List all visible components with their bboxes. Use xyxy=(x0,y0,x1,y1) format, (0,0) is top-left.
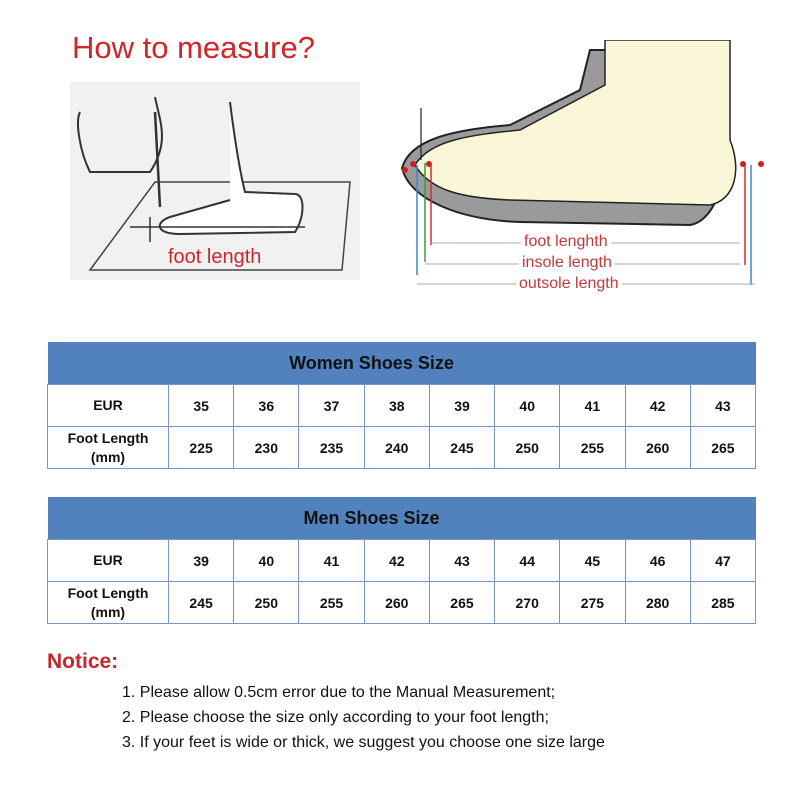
foot-length-label: foot length xyxy=(168,246,262,268)
table-cell: 44 xyxy=(494,539,561,582)
table-cell: 36 xyxy=(233,384,300,427)
table-cell: 38 xyxy=(363,384,430,427)
table-cell: 41 xyxy=(559,384,626,427)
row-label: EUR xyxy=(47,539,169,582)
notice-item: 1. Please allow 0.5cm error due to the M… xyxy=(122,684,556,701)
insole-length-label: insole length xyxy=(519,254,615,272)
table-cell: 240 xyxy=(363,426,430,469)
table-cell: 45 xyxy=(559,539,626,582)
table-row: Foot Length (mm) 225 230 235 240 245 250 255 260… xyxy=(47,426,757,469)
outsole-length-label: outsole length xyxy=(516,275,622,293)
table-cell: 260 xyxy=(363,581,430,624)
women-table-title: Women Shoes Size xyxy=(289,352,454,373)
foot-measure-illustration xyxy=(70,82,360,280)
table-cell: 250 xyxy=(233,581,300,624)
table-cell: 250 xyxy=(494,426,561,469)
table-cell: 39 xyxy=(428,384,496,427)
table-cell: 39 xyxy=(167,539,235,582)
table-cell: 285 xyxy=(689,581,757,624)
table-cell: 42 xyxy=(624,384,691,427)
table-cell: 43 xyxy=(428,539,496,582)
table-cell: 35 xyxy=(167,384,235,427)
table-cell: 280 xyxy=(624,581,691,624)
notice-item: 2. Please choose the size only according… xyxy=(122,709,549,726)
table-cell: 40 xyxy=(233,539,300,582)
shoe-diagram-icon xyxy=(400,39,764,285)
table-cell: 255 xyxy=(559,426,626,469)
table-cell: 255 xyxy=(298,581,365,624)
table-cell: 46 xyxy=(624,539,691,582)
table-cell: 40 xyxy=(494,384,561,427)
row-label: EUR xyxy=(47,384,169,427)
page-title: How to measure? xyxy=(72,30,315,65)
table-cell: 42 xyxy=(363,539,430,582)
table-cell: 270 xyxy=(494,581,561,624)
row-label: Foot Length (mm) xyxy=(47,426,169,469)
table-cell: 235 xyxy=(298,426,365,469)
notice-item: 3. If your feet is wide or thick, we sug… xyxy=(122,734,605,751)
table-cell: 41 xyxy=(298,539,365,582)
table-cell: 245 xyxy=(428,426,496,469)
row-label: Foot Length (mm) xyxy=(47,581,169,624)
men-table-title: Men Shoes Size xyxy=(303,507,440,528)
table-cell: 275 xyxy=(559,581,626,624)
women-size-table: Women Shoes Size EUR 35 36 37 38 39 40 41 42 43 F… xyxy=(47,342,757,469)
table-cell: 47 xyxy=(689,539,757,582)
table-cell: 37 xyxy=(298,384,365,427)
men-size-table: Men Shoes Size EUR 39 40 41 42 43 44 45 46 47 Foo… xyxy=(47,497,757,624)
table-cell: 225 xyxy=(167,426,235,469)
table-cell: 260 xyxy=(624,426,691,469)
table-cell: 230 xyxy=(233,426,300,469)
table-cell: 265 xyxy=(428,581,496,624)
foot-drawing-icon xyxy=(77,96,351,271)
foot-length-diagram-label: foot lenghth xyxy=(521,233,611,251)
table-row: Foot Length (mm) 245 250 255 260 265 270 275 280… xyxy=(47,581,757,624)
table-cell: 43 xyxy=(689,384,757,427)
table-row: EUR 39 40 41 42 43 44 45 46 47 xyxy=(47,539,757,582)
shoe-cross-section-illustration: foot lenghth insole length outsole lengt… xyxy=(390,39,770,300)
table-cell: 245 xyxy=(167,581,235,624)
table-row: EUR 35 36 37 38 39 40 41 42 43 xyxy=(47,384,757,427)
notice-heading: Notice: xyxy=(47,650,119,673)
table-cell: 265 xyxy=(689,426,757,469)
